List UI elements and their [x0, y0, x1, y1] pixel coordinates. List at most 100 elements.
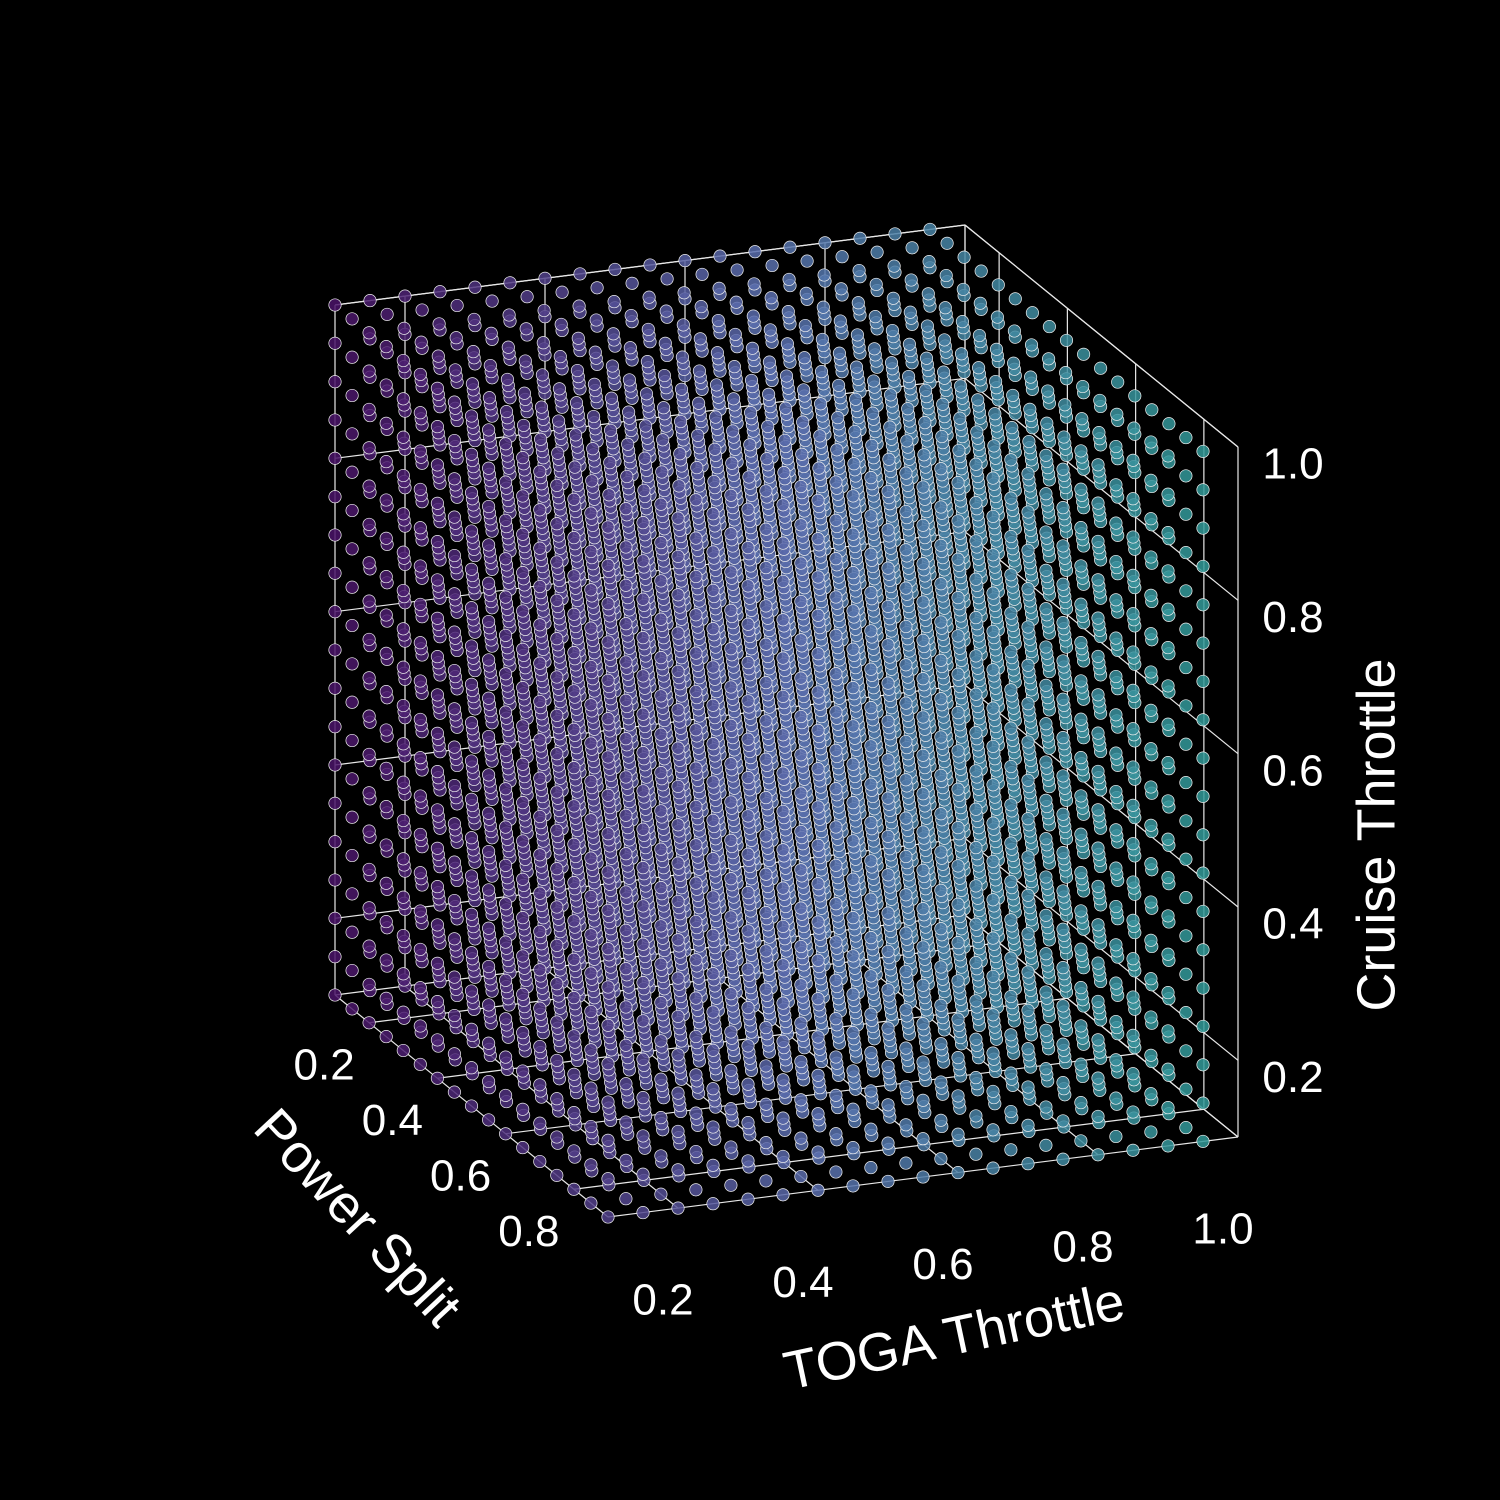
point — [430, 573, 444, 587]
point — [567, 1144, 581, 1158]
point — [690, 461, 704, 475]
point — [482, 998, 496, 1012]
point — [516, 566, 530, 580]
point — [379, 685, 393, 699]
point — [533, 1116, 547, 1130]
point — [920, 319, 934, 333]
point — [516, 757, 530, 771]
point — [712, 281, 726, 295]
point — [396, 583, 410, 598]
point — [499, 897, 513, 911]
point — [516, 489, 530, 503]
point — [482, 1036, 496, 1050]
point — [413, 1019, 427, 1033]
point — [550, 862, 564, 876]
point — [587, 377, 601, 391]
point — [447, 778, 461, 793]
point — [643, 258, 657, 272]
point — [693, 332, 707, 346]
point — [954, 379, 968, 393]
point — [585, 474, 599, 488]
point — [935, 429, 949, 444]
point — [362, 364, 376, 378]
point — [588, 345, 602, 359]
point — [953, 411, 967, 425]
point — [482, 576, 496, 590]
point — [707, 474, 721, 489]
point — [499, 667, 513, 681]
point — [567, 991, 581, 1005]
point — [464, 677, 479, 691]
point — [499, 1012, 513, 1026]
point — [345, 503, 359, 518]
point — [567, 722, 581, 736]
point — [345, 542, 359, 556]
point — [430, 880, 444, 894]
point — [867, 374, 881, 388]
point — [499, 437, 513, 451]
point — [345, 618, 359, 633]
point — [533, 771, 547, 785]
point — [567, 1182, 581, 1196]
point — [413, 674, 427, 688]
point — [503, 276, 517, 290]
point — [937, 365, 951, 379]
point — [447, 663, 461, 678]
point — [413, 789, 427, 803]
point — [533, 809, 547, 824]
point — [974, 264, 988, 278]
point — [972, 361, 986, 375]
point — [536, 336, 550, 350]
point — [516, 681, 530, 695]
point — [464, 716, 479, 730]
points — [328, 222, 1210, 1224]
point — [568, 460, 582, 474]
point — [482, 391, 496, 405]
point — [552, 382, 566, 396]
point — [567, 1106, 581, 1120]
point — [519, 322, 533, 336]
point — [637, 483, 651, 497]
point — [430, 1071, 444, 1085]
point — [430, 765, 444, 779]
point — [762, 355, 776, 369]
point — [761, 419, 775, 434]
point — [763, 323, 777, 337]
point — [550, 1092, 564, 1106]
point — [499, 590, 513, 604]
point — [573, 267, 587, 281]
point — [673, 447, 687, 461]
point — [499, 1088, 513, 1102]
point — [413, 406, 427, 420]
point — [430, 841, 444, 855]
point — [396, 737, 410, 751]
point — [747, 277, 761, 291]
point — [482, 538, 496, 552]
point — [567, 492, 581, 506]
point — [727, 360, 741, 374]
point — [362, 326, 376, 340]
point — [328, 413, 342, 427]
point — [674, 414, 688, 429]
point — [484, 326, 498, 340]
point — [797, 383, 811, 397]
point — [464, 754, 479, 768]
point — [499, 552, 513, 566]
point — [830, 443, 844, 457]
point — [362, 824, 376, 838]
point — [1093, 393, 1107, 407]
point — [328, 605, 342, 619]
point — [621, 437, 635, 451]
point — [550, 478, 564, 492]
point — [533, 924, 547, 939]
point — [499, 705, 513, 719]
point — [817, 268, 831, 282]
point — [450, 298, 464, 313]
point — [328, 451, 342, 465]
point — [430, 420, 444, 434]
point — [902, 369, 916, 384]
point — [590, 281, 604, 295]
point — [533, 464, 547, 479]
point — [447, 932, 461, 946]
point — [1042, 352, 1056, 366]
